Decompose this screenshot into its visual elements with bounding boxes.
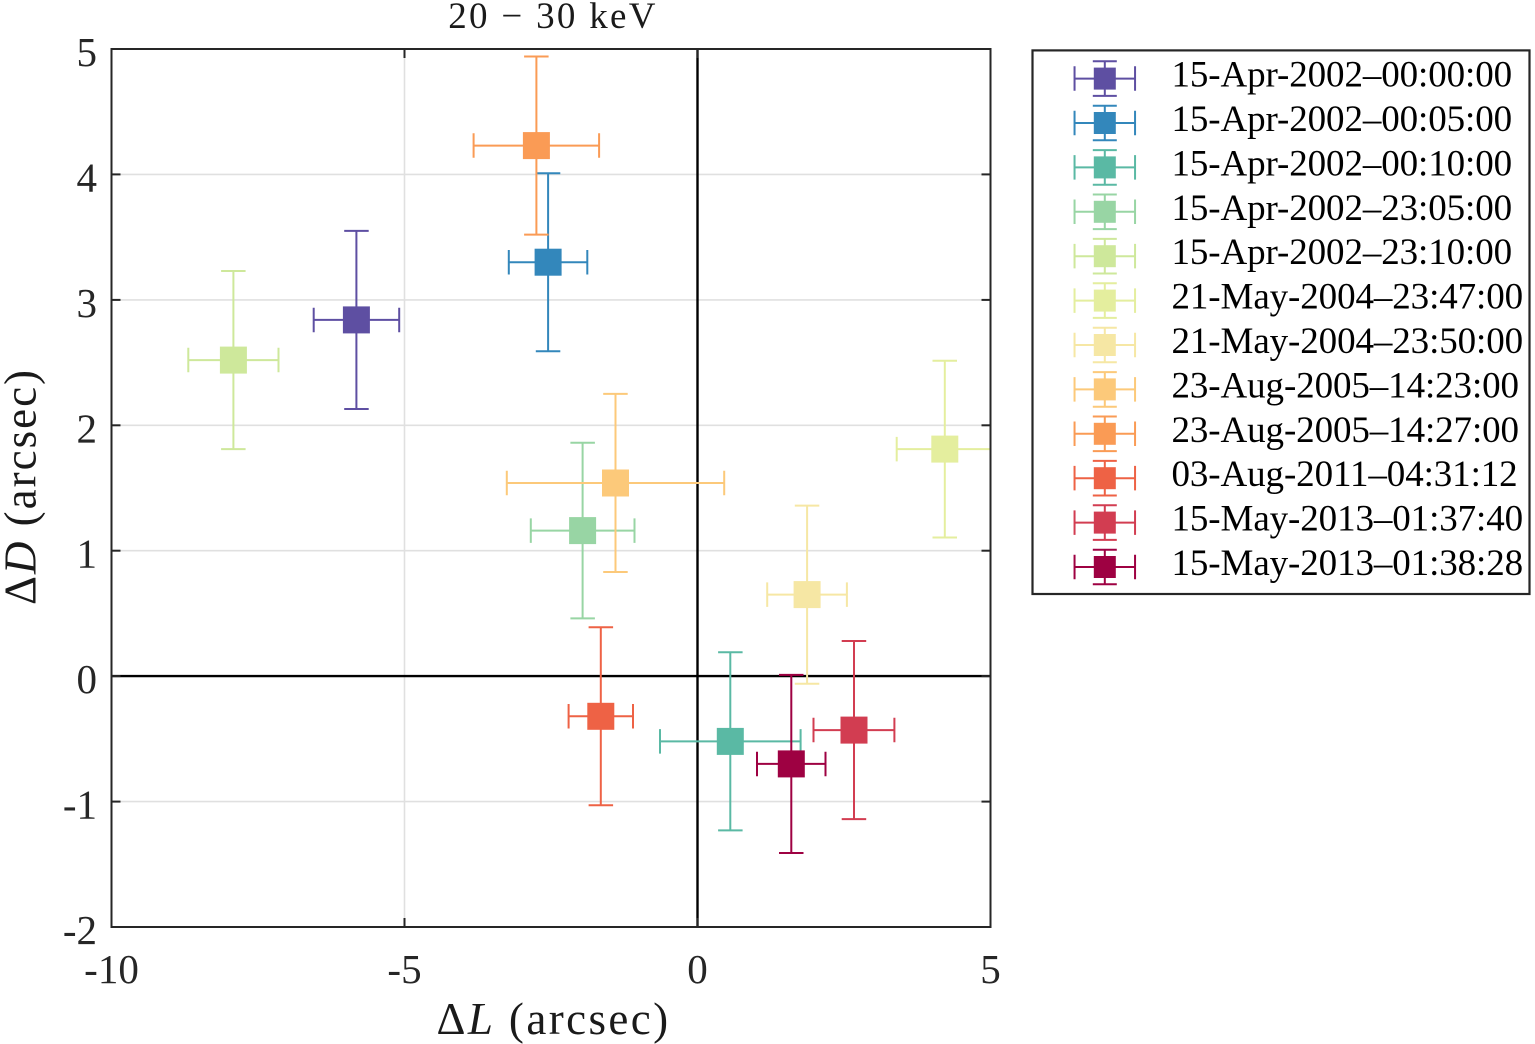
svg-text:15-Apr-2002–23:05:00: 15-Apr-2002–23:05:00: [1172, 188, 1513, 229]
svg-text:15-May-2013–01:38:28: 15-May-2013–01:38:28: [1172, 543, 1524, 584]
svg-text:-5: -5: [387, 946, 421, 992]
svg-text:-2: -2: [63, 907, 97, 953]
svg-text:23-Aug-2005–14:23:00: 23-Aug-2005–14:23:00: [1172, 365, 1519, 406]
svg-text:03-Aug-2011–04:31:12: 03-Aug-2011–04:31:12: [1172, 454, 1518, 495]
svg-text:21-May-2004–23:47:00: 21-May-2004–23:47:00: [1172, 277, 1524, 318]
svg-text:-1: -1: [63, 782, 97, 828]
svg-text:2: 2: [77, 405, 98, 451]
svg-text:3: 3: [77, 280, 98, 326]
svg-text:1: 1: [77, 531, 98, 577]
svg-text:ΔD (arcsec): ΔD (arcsec): [0, 368, 46, 605]
svg-text:15-May-2013–01:37:40: 15-May-2013–01:37:40: [1172, 499, 1524, 540]
svg-text:15-Apr-2002–00:10:00: 15-Apr-2002–00:10:00: [1172, 143, 1513, 184]
svg-text:5: 5: [77, 29, 98, 75]
svg-text:4: 4: [77, 154, 98, 200]
svg-text:0: 0: [77, 656, 98, 702]
svg-text:0: 0: [687, 946, 708, 992]
svg-text:ΔL (arcsec): ΔL (arcsec): [437, 994, 671, 1044]
svg-text:23-Aug-2005–14:27:00: 23-Aug-2005–14:27:00: [1172, 410, 1519, 451]
svg-text:20 − 30 keV: 20 − 30 keV: [448, 0, 658, 37]
svg-text:15-Apr-2002–00:05:00: 15-Apr-2002–00:05:00: [1172, 99, 1513, 140]
svg-text:5: 5: [980, 946, 1001, 992]
svg-text:15-Apr-2002–00:00:00: 15-Apr-2002–00:00:00: [1172, 55, 1513, 96]
svg-text:-10: -10: [84, 946, 139, 992]
svg-text:21-May-2004–23:50:00: 21-May-2004–23:50:00: [1172, 321, 1524, 362]
svg-text:15-Apr-2002–23:10:00: 15-Apr-2002–23:10:00: [1172, 232, 1513, 273]
